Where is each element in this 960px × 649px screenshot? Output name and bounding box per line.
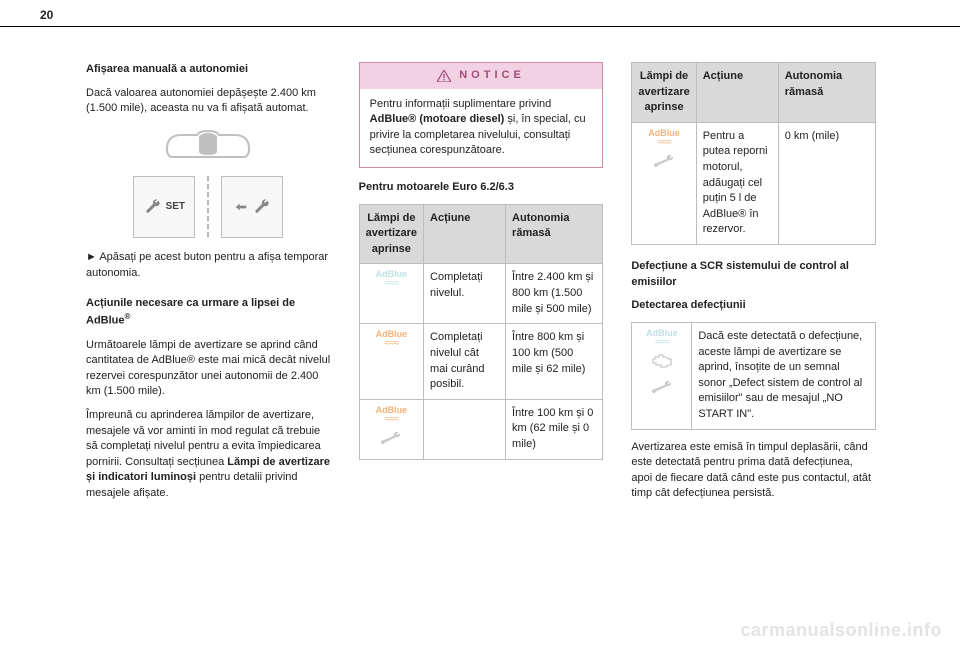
cell-action	[424, 399, 506, 459]
th-lamps: Lămpi de avertizare aprinse	[359, 204, 423, 264]
warning-triangle-icon	[437, 70, 451, 82]
warning-table-col3: Lămpi de avertizare aprinse Acțiune Auto…	[631, 62, 876, 245]
notice-body-bold: AdBlue® (motoare diesel)	[370, 113, 505, 125]
adblue-icon: AdBlue≈≈≈	[376, 330, 408, 349]
warning-table-col2: Lămpi de avertizare aprinse Acțiune Auto…	[359, 204, 604, 460]
set-button-label: SET	[166, 200, 185, 214]
column-2: NOTICE Pentru informații suplimentare pr…	[359, 62, 604, 510]
text-press-button: ► Apăsați pe acest buton pentru a afișa …	[86, 250, 331, 281]
cell-icon: AdBlue≈≈≈	[359, 399, 423, 459]
column-3: Lămpi de avertizare aprinse Acțiune Auto…	[631, 62, 876, 510]
notice-box: NOTICE Pentru informații suplimentare pr…	[359, 62, 604, 168]
vertical-divider	[207, 176, 209, 238]
adblue-icon: AdBlue≈≈≈	[648, 129, 680, 148]
cell-icon: AdBlue≈≈≈	[359, 324, 423, 399]
table-row: AdBlue≈≈≈ Dacă este detectată o defecțiu…	[632, 322, 876, 429]
notice-header: NOTICE	[360, 63, 603, 89]
cell-action: Pentru a putea reporni motorul, adăugați…	[696, 122, 778, 244]
wrench-icon	[253, 198, 271, 216]
cell-range: Între 2.400 km și 800 km (1.500 mile și …	[506, 264, 603, 324]
th-action: Acțiune	[696, 63, 778, 123]
heading-scr: Defecțiune a SCR sistemului de control a…	[631, 259, 876, 290]
engine-icon	[650, 353, 674, 369]
text-lamps: Următoarele lămpi de avertizare se aprin…	[86, 338, 331, 400]
service-wrench-icon	[651, 380, 673, 394]
back-button	[221, 176, 283, 238]
detect-table: AdBlue≈≈≈ Dacă este detectată o defecțiu…	[631, 322, 876, 430]
adblue-icon: AdBlue≈≈≈	[376, 270, 408, 289]
wrench-icon	[144, 198, 162, 216]
heading-euro: Pentru motoarele Euro 6.2/6.3	[359, 180, 604, 196]
th-range: Autonomia rămasă	[506, 204, 603, 264]
cell-action: Completați nivelul.	[424, 264, 506, 324]
cell-range: Între 800 km și 100 km (500 mile și 62 m…	[506, 324, 603, 399]
top-rule	[0, 26, 960, 27]
cell-detect-text: Dacă este detectată o defecțiune, aceste…	[692, 322, 876, 429]
table-row: AdBlue≈≈≈ Completați nivelul cât mai cur…	[359, 324, 603, 399]
dashboard-cluster-graphic	[86, 127, 331, 171]
heading-actions-adblue-text: Acțiunile necesare ca urmare a lipsei de…	[86, 297, 295, 327]
cell-range: 0 km (mile)	[778, 122, 875, 244]
text-messages: Împreună cu aprinderea lămpilor de avert…	[86, 408, 331, 502]
registered-mark: ®	[125, 312, 131, 321]
instrument-cluster-icon	[163, 127, 253, 165]
adblue-icon: AdBlue≈≈≈	[376, 406, 408, 425]
th-lamps: Lămpi de avertizare aprinse	[632, 63, 696, 123]
notice-label: NOTICE	[459, 68, 525, 84]
heading-manual-display: Afișarea manuală a autonomiei	[86, 62, 331, 78]
service-wrench-icon	[380, 431, 402, 445]
th-range: Autonomia rămasă	[778, 63, 875, 123]
table-row: AdBlue≈≈≈ Completați nivelul. Între 2.40…	[359, 264, 603, 324]
set-button: SET	[133, 176, 195, 238]
page-number: 20	[40, 8, 53, 22]
service-wrench-icon	[653, 154, 675, 168]
cell-icon: AdBlue≈≈≈	[632, 122, 696, 244]
notice-body-1: Pentru informații suplimentare privind	[370, 98, 552, 110]
th-action: Acțiune	[424, 204, 506, 264]
watermark: carmanualsonline.info	[740, 620, 942, 641]
cell-icon: AdBlue≈≈≈	[632, 322, 692, 429]
heading-actions-adblue: Acțiunile necesare ca urmare a lipsei de…	[86, 296, 331, 330]
return-arrow-icon	[233, 199, 249, 215]
table-row: AdBlue≈≈≈ Pentru a putea reporni motorul…	[632, 122, 876, 244]
adblue-icon: AdBlue≈≈≈	[646, 329, 678, 348]
cell-action: Completați nivelul cât mai curând posibi…	[424, 324, 506, 399]
cell-range: Între 100 km și 0 km (62 mile și 0 mile)	[506, 399, 603, 459]
heading-detect: Detectarea defecțiunii	[631, 298, 876, 314]
notice-body: Pentru informații suplimentare privind A…	[360, 89, 603, 167]
cell-icon: AdBlue≈≈≈	[359, 264, 423, 324]
text-after-detect: Avertizarea este emisă în timpul deplasă…	[631, 440, 876, 502]
text-manual-display: Dacă valoarea autonomiei depășește 2.400…	[86, 86, 331, 117]
button-row: SET	[86, 176, 331, 238]
content-columns: Afișarea manuală a autonomiei Dacă valoa…	[86, 62, 876, 510]
table-row: AdBlue≈≈≈ Între 100 km și 0 km (62 mile …	[359, 399, 603, 459]
column-1: Afișarea manuală a autonomiei Dacă valoa…	[86, 62, 331, 510]
